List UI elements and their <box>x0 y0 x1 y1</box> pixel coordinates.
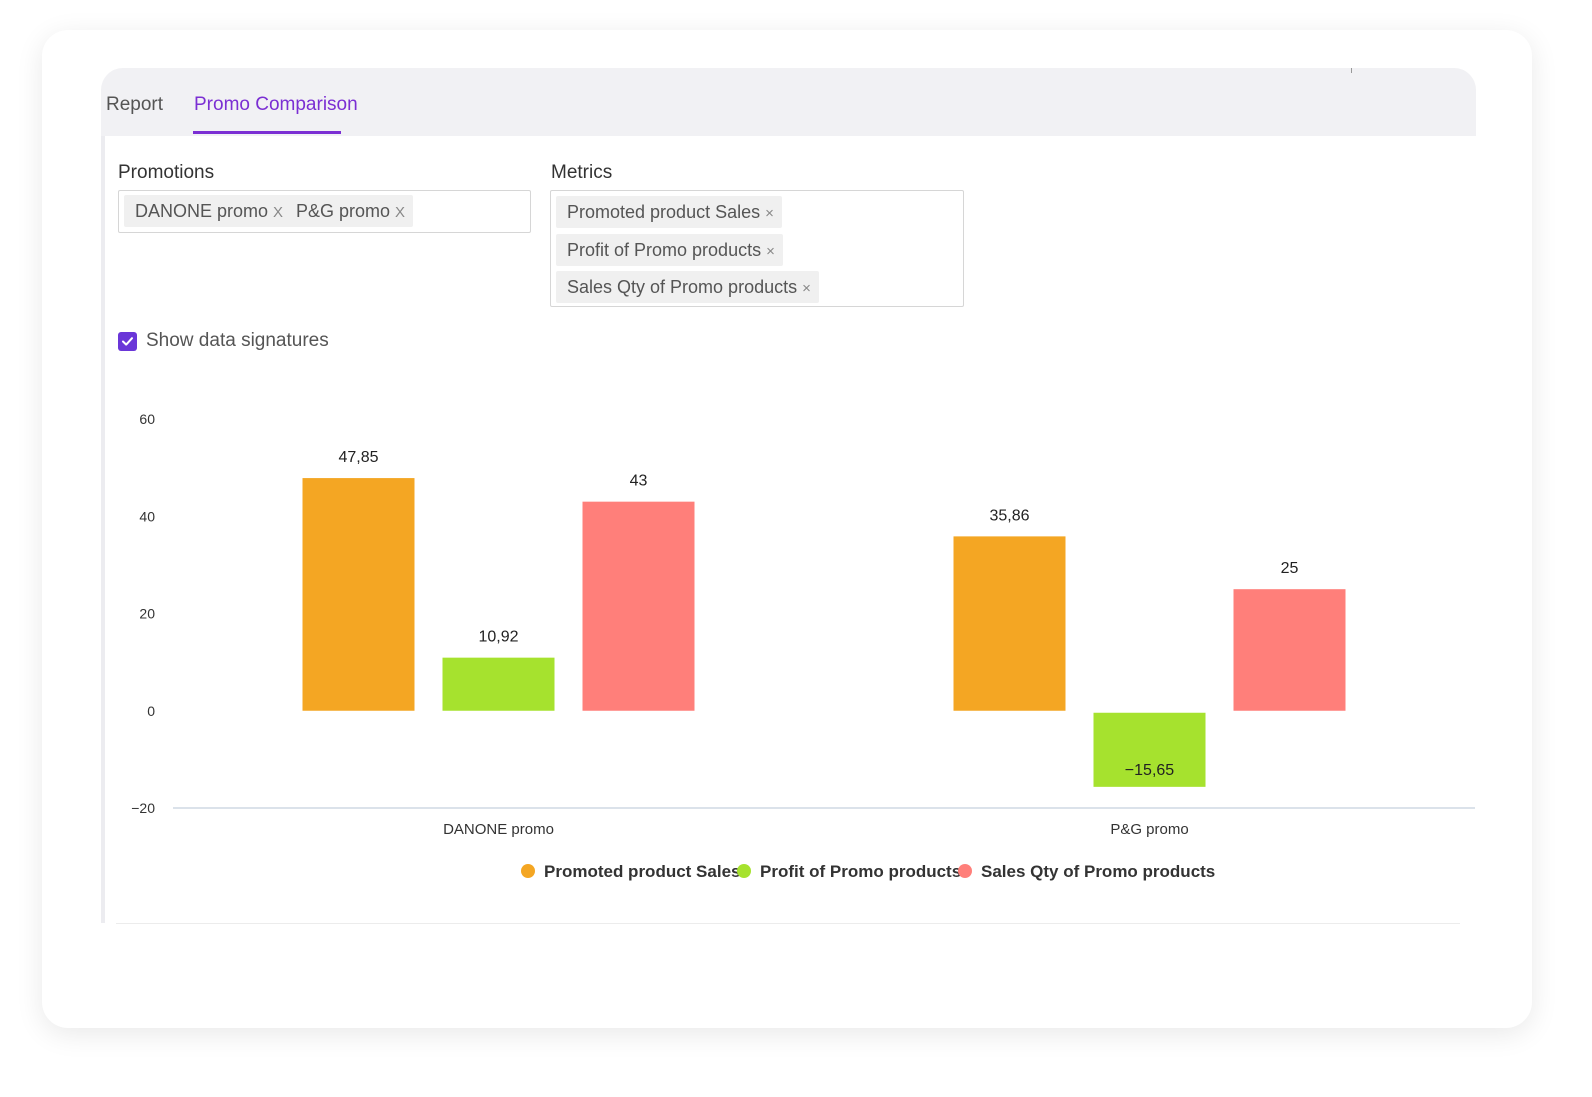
chart-legend: Promoted product Sales Profit of Promo p… <box>0 862 1592 886</box>
bar-data-label: −15,65 <box>1125 762 1174 779</box>
remove-chip-icon[interactable]: X <box>395 204 406 221</box>
legend-label: Promoted product Sales <box>544 862 741 881</box>
metrics-label: Metrics <box>551 162 613 183</box>
legend-dot-icon <box>958 864 972 878</box>
chip-label: Promoted product Sales <box>567 202 761 222</box>
metric-chip: Profit of Promo products × <box>556 234 783 266</box>
chip-label: DANONE promo <box>135 201 269 221</box>
legend-item-profit[interactable]: Profit of Promo products <box>737 862 961 882</box>
bar-data-label: 35,86 <box>989 507 1029 524</box>
active-tab-indicator <box>193 131 341 134</box>
legend-dot-icon <box>737 864 751 878</box>
bar <box>1233 589 1346 711</box>
promotions-select[interactable]: DANONE promo X P&G promo X <box>118 190 531 233</box>
remove-chip-icon[interactable]: × <box>766 243 775 260</box>
legend-label: Profit of Promo products <box>760 862 962 881</box>
tab-bar: Report Promo Comparison <box>101 68 1476 136</box>
promotions-label: Promotions <box>118 162 215 183</box>
x-tick-label: P&G promo <box>1110 821 1188 838</box>
tab-promo-comparison[interactable]: Promo Comparison <box>194 94 358 115</box>
remove-chip-icon[interactable]: × <box>802 280 811 297</box>
chip-label: Profit of Promo products <box>567 240 762 260</box>
bar <box>302 478 415 711</box>
checkmark-icon <box>122 337 133 346</box>
panel-border <box>101 136 105 923</box>
chip-label: P&G promo <box>296 201 391 221</box>
metric-chip: Promoted product Sales × <box>556 196 782 228</box>
show-signatures-checkbox[interactable] <box>118 332 137 351</box>
x-tick-label: DANONE promo <box>443 821 554 838</box>
y-tick-label: 0 <box>147 703 155 719</box>
bar-data-label: 10,92 <box>478 629 518 646</box>
panel-bottom-divider <box>116 923 1460 924</box>
chip-label: Sales Qty of Promo products <box>567 277 798 297</box>
legend-dot-icon <box>521 864 535 878</box>
y-tick-label: −20 <box>131 800 155 816</box>
bar-data-label: 25 <box>1281 560 1299 577</box>
y-tick-label: 40 <box>139 508 155 524</box>
bar-data-label: 47,85 <box>338 449 378 466</box>
bar <box>1093 712 1206 787</box>
y-tick-label: 60 <box>139 411 155 427</box>
metrics-select[interactable]: Promoted product Sales × Profit of Promo … <box>550 190 964 307</box>
show-signatures-label: Show data signatures <box>146 330 329 351</box>
remove-chip-icon[interactable]: X <box>273 204 284 221</box>
bar-data-label: 43 <box>630 473 648 490</box>
tab-report[interactable]: Report <box>106 94 164 115</box>
y-tick-label: 20 <box>139 606 155 622</box>
bar <box>582 501 695 711</box>
legend-item-promoted-sales[interactable]: Promoted product Sales <box>521 862 740 882</box>
legend-label: Sales Qty of Promo products <box>981 862 1216 881</box>
remove-chip-icon[interactable]: × <box>765 205 774 222</box>
legend-item-sales-qty[interactable]: Sales Qty of Promo products <box>958 862 1215 882</box>
bar <box>953 536 1066 711</box>
bar <box>442 657 555 711</box>
metric-chip: Sales Qty of Promo products × <box>556 271 819 303</box>
promotion-chip: P&G promo X <box>285 195 414 227</box>
divider-mark <box>1351 68 1352 73</box>
promotion-chip: DANONE promo X <box>124 195 292 227</box>
